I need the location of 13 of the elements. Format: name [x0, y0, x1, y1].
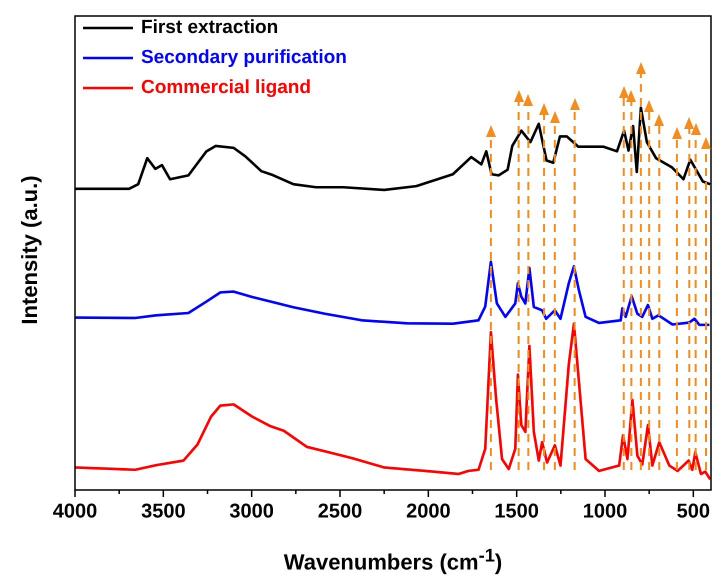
x-axis-title: Wavenumbers (cm$^{-1}$) [284, 544, 502, 576]
x-tick-label: 3000 [229, 500, 274, 523]
legend-label: Secondary purification [141, 47, 347, 68]
legend-label: First extraction [141, 17, 278, 38]
x-tick-label: 1500 [494, 500, 539, 523]
x-tick-label: 2000 [406, 500, 451, 523]
legend-label: Commercial ligand [141, 77, 311, 98]
x-tick-label: 1000 [582, 500, 628, 523]
x-tick-label: 500 [676, 500, 710, 523]
y-axis-title: Intensity (a.u.) [17, 175, 43, 325]
x-tick-label: 4000 [52, 500, 98, 523]
x-tick-label: 2500 [318, 500, 362, 523]
x-tick-label: 3500 [141, 500, 186, 523]
